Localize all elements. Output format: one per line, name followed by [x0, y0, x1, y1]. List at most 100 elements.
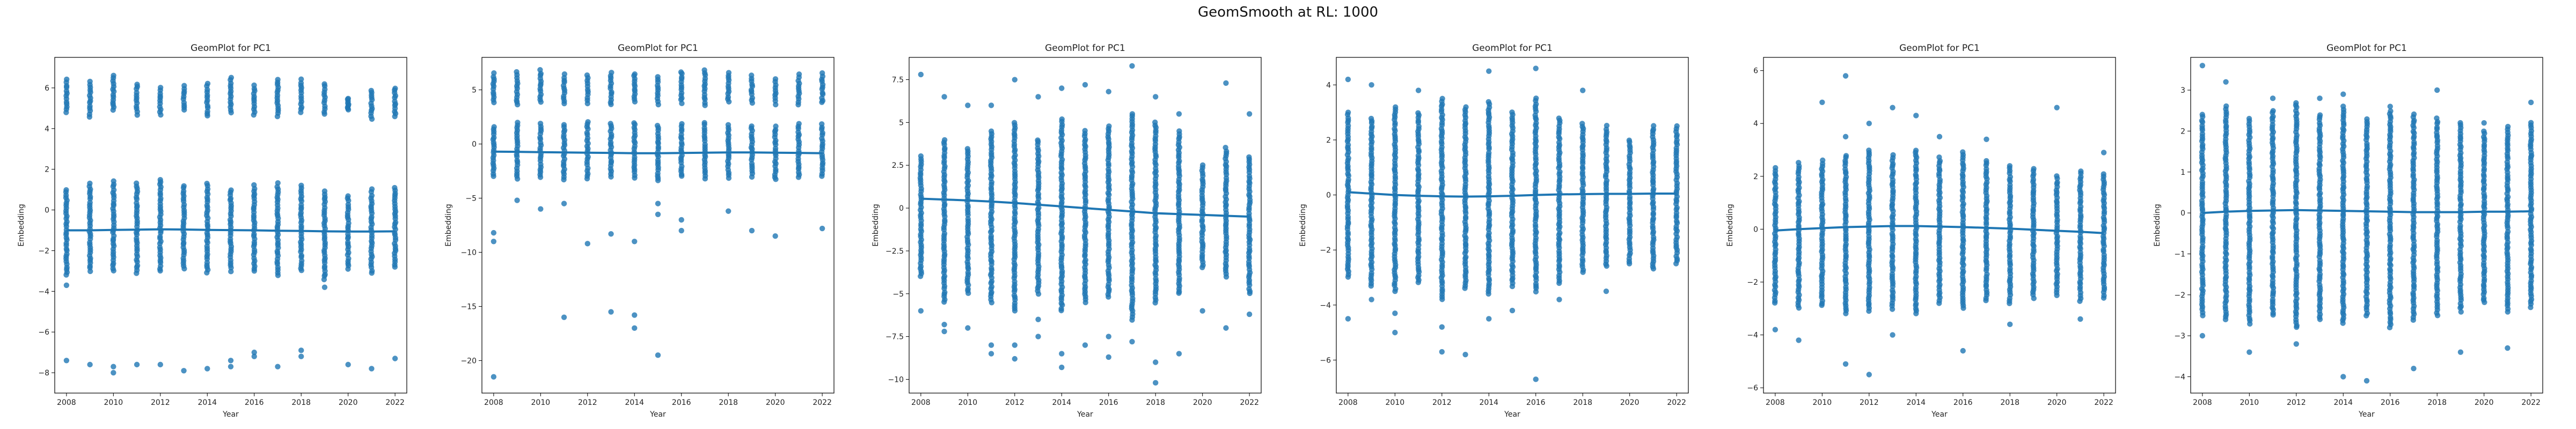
outlier-point — [1866, 372, 1872, 378]
outlier-point — [1913, 113, 1919, 119]
data-point — [965, 216, 971, 222]
x-tick-label: 2008 — [1766, 398, 1785, 407]
y-tick-label: −2.5 — [885, 247, 904, 256]
x-tick-label: 2010 — [1386, 398, 1405, 407]
x-tick-label: 2008 — [484, 398, 503, 407]
x-tick-label: 2014 — [1479, 398, 1498, 407]
outlier-point — [228, 364, 234, 369]
data-point — [1129, 111, 1136, 117]
outlier-point — [1368, 297, 1374, 302]
y-tick-label: −2 — [1747, 278, 1758, 287]
data-point — [1035, 137, 1041, 143]
y-tick-label: −4 — [1747, 331, 1758, 340]
axes-frame — [481, 57, 835, 394]
y-tick-label: 0 — [472, 140, 477, 149]
data-point — [1223, 145, 1228, 151]
x-tick-label: 2010 — [958, 398, 978, 407]
data-point — [1485, 99, 1491, 105]
outlier-point — [1345, 76, 1351, 83]
x-tick-label: 2014 — [625, 398, 644, 407]
y-tick-label: −10 — [460, 248, 477, 257]
outlier-point — [1533, 376, 1539, 382]
outlier-point — [655, 352, 661, 358]
x-tick-label: 2014 — [197, 398, 217, 407]
data-point — [1533, 95, 1539, 101]
data-point — [1368, 115, 1374, 122]
outlier-point — [1392, 310, 1398, 316]
data-point — [1651, 123, 1657, 129]
outlier-point — [1509, 307, 1516, 314]
x-tick-label: 2018 — [2000, 398, 2019, 407]
y-tick-label: −6 — [38, 328, 49, 337]
outlier-point — [1960, 347, 1966, 354]
y-tick-label: 2 — [1326, 136, 1331, 145]
outlier-point — [1035, 316, 1041, 322]
outlier-point — [2054, 105, 2060, 110]
y-tick-label: 0 — [1753, 225, 1758, 234]
data-point — [2199, 112, 2205, 117]
outlier-point — [655, 201, 661, 206]
outlier-point — [111, 364, 116, 369]
y-tick-label: 7.5 — [892, 76, 904, 85]
outlier-point — [111, 369, 116, 376]
data-point — [228, 75, 235, 80]
data-point — [1106, 123, 1112, 129]
y-tick-label: −5 — [465, 195, 477, 203]
outlier-point — [275, 364, 281, 369]
outlier-point — [632, 325, 638, 331]
outlier-point — [1439, 349, 1445, 355]
y-tick-label: −6 — [1320, 356, 1331, 365]
scatter-points — [2199, 63, 2535, 384]
data-point — [1199, 162, 1206, 168]
outlier-point — [988, 102, 994, 108]
y-axis-label: Embedding — [17, 204, 26, 246]
data-point — [1486, 150, 1492, 156]
outlier-point — [1439, 41, 1445, 46]
outlier-point — [1153, 359, 1159, 365]
smooth-line — [493, 150, 823, 154]
outlier-point — [965, 102, 971, 108]
outlier-point — [1176, 111, 1182, 117]
axes-frame — [1336, 57, 1689, 394]
y-tick-label: −15 — [460, 302, 477, 311]
data-point — [345, 95, 352, 101]
y-tick-label: 4 — [1326, 81, 1331, 90]
outlier-point — [1842, 73, 1849, 79]
outlier-point — [134, 361, 140, 368]
outlier-point — [1129, 338, 1135, 345]
axes-frame — [54, 57, 407, 394]
data-point — [275, 180, 281, 186]
outlier-point — [1890, 105, 1896, 110]
data-point — [1509, 109, 1515, 115]
data-point — [678, 139, 685, 146]
x-tick-label: 2022 — [385, 398, 405, 407]
data-point — [1579, 121, 1585, 127]
y-tick-label: 4 — [1753, 120, 1758, 128]
x-tick-label: 2008 — [1338, 398, 1358, 407]
x-tick-label: 2020 — [1620, 398, 1640, 407]
data-point — [2270, 297, 2276, 303]
data-point — [63, 187, 69, 193]
outlier-point — [1082, 342, 1088, 348]
data-point — [1626, 137, 1633, 143]
outlier-point — [678, 217, 684, 223]
data-point — [726, 70, 732, 76]
outlier-point — [298, 347, 304, 353]
outlier-point — [584, 241, 591, 247]
y-tick-label: −4 — [1320, 301, 1331, 310]
data-point — [2411, 111, 2417, 117]
data-point — [1415, 110, 1421, 116]
data-point — [157, 176, 163, 183]
data-point — [133, 180, 140, 186]
data-point — [1890, 212, 1896, 218]
outlier-point — [1580, 87, 1586, 93]
outlier-point — [1462, 27, 1468, 32]
outlier-point — [1556, 297, 1562, 302]
outlier-point — [965, 325, 971, 331]
data-point — [111, 72, 116, 78]
data-point — [1082, 128, 1088, 134]
data-point — [2246, 115, 2252, 122]
outlier-point — [1106, 354, 1111, 360]
